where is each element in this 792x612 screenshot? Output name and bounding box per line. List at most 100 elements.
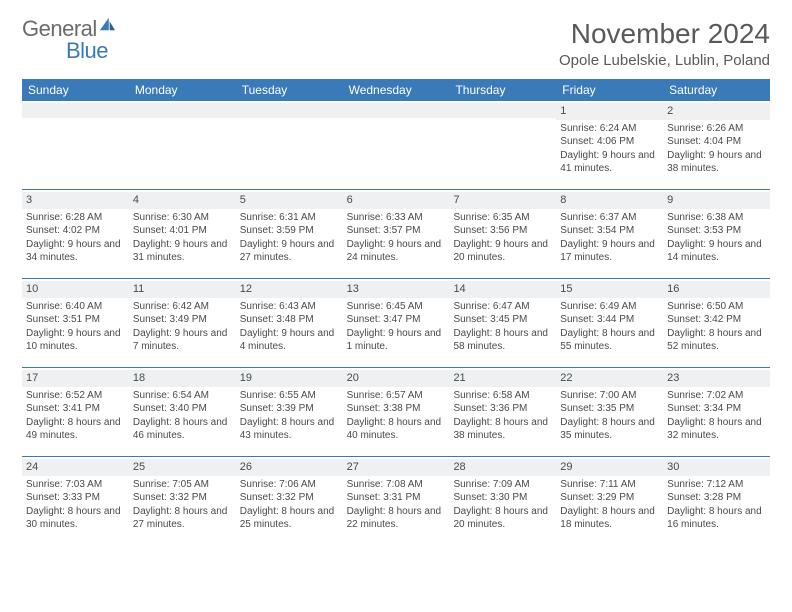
sunset-text: Sunset: 3:47 PM: [347, 313, 446, 327]
day-number: 29: [556, 459, 663, 476]
daylight-text: Daylight: 9 hours and 4 minutes.: [240, 327, 339, 354]
sunset-text: Sunset: 3:53 PM: [667, 224, 766, 238]
daylight-text: Daylight: 8 hours and 27 minutes.: [133, 505, 232, 532]
day-info: Sunrise: 6:31 AMSunset: 3:59 PMDaylight:…: [240, 211, 339, 265]
weekday-friday: Friday: [556, 79, 663, 101]
sunset-text: Sunset: 3:48 PM: [240, 313, 339, 327]
day-info: Sunrise: 7:02 AMSunset: 3:34 PMDaylight:…: [667, 389, 766, 443]
day-cell-empty: [129, 101, 236, 189]
daylight-text: Daylight: 8 hours and 22 minutes.: [347, 505, 446, 532]
week-row: 1Sunrise: 6:24 AMSunset: 4:06 PMDaylight…: [22, 101, 770, 189]
day-number: 14: [449, 281, 556, 298]
day-cell-25: 25Sunrise: 7:05 AMSunset: 3:32 PMDayligh…: [129, 457, 236, 545]
sunset-text: Sunset: 3:38 PM: [347, 402, 446, 416]
day-cell-8: 8Sunrise: 6:37 AMSunset: 3:54 PMDaylight…: [556, 190, 663, 278]
sunrise-text: Sunrise: 6:45 AM: [347, 300, 446, 314]
sunrise-text: Sunrise: 6:49 AM: [560, 300, 659, 314]
day-cell-11: 11Sunrise: 6:42 AMSunset: 3:49 PMDayligh…: [129, 279, 236, 367]
day-number: 13: [343, 281, 450, 298]
page-header: GeneralBlue November 2024 Opole Lubelski…: [22, 18, 770, 69]
sunrise-text: Sunrise: 6:52 AM: [26, 389, 125, 403]
daylight-text: Daylight: 8 hours and 55 minutes.: [560, 327, 659, 354]
day-cell-14: 14Sunrise: 6:47 AMSunset: 3:45 PMDayligh…: [449, 279, 556, 367]
sunset-text: Sunset: 3:31 PM: [347, 491, 446, 505]
day-cell-2: 2Sunrise: 6:26 AMSunset: 4:04 PMDaylight…: [663, 101, 770, 189]
sunrise-text: Sunrise: 6:35 AM: [453, 211, 552, 225]
day-info: Sunrise: 6:55 AMSunset: 3:39 PMDaylight:…: [240, 389, 339, 443]
day-number: 16: [663, 281, 770, 298]
day-info: Sunrise: 7:11 AMSunset: 3:29 PMDaylight:…: [560, 478, 659, 532]
sunrise-text: Sunrise: 7:12 AM: [667, 478, 766, 492]
daylight-text: Daylight: 9 hours and 27 minutes.: [240, 238, 339, 265]
sunrise-text: Sunrise: 7:03 AM: [26, 478, 125, 492]
day-cell-empty: [449, 101, 556, 189]
sunset-text: Sunset: 3:28 PM: [667, 491, 766, 505]
sunset-text: Sunset: 3:29 PM: [560, 491, 659, 505]
daylight-text: Daylight: 9 hours and 24 minutes.: [347, 238, 446, 265]
sunset-text: Sunset: 3:49 PM: [133, 313, 232, 327]
day-cell-13: 13 Sunrise: 6:45 AMSunset: 3:47 PMDayligh…: [343, 279, 450, 367]
day-number: 7: [449, 192, 556, 209]
daylight-text: Daylight: 8 hours and 46 minutes.: [133, 416, 232, 443]
sunset-text: Sunset: 4:02 PM: [26, 224, 125, 238]
daylight-text: Daylight: 9 hours and 1 minute.: [347, 327, 446, 354]
day-info: Sunrise: 7:03 AMSunset: 3:33 PMDaylight:…: [26, 478, 125, 532]
calendar-grid: SundayMondayTuesdayWednesdayThursdayFrid…: [22, 79, 770, 545]
day-number: 9: [663, 192, 770, 209]
empty-day-header: [449, 103, 556, 118]
day-number: 12: [236, 281, 343, 298]
sunrise-text: Sunrise: 6:40 AM: [26, 300, 125, 314]
sunrise-text: Sunrise: 7:09 AM: [453, 478, 552, 492]
sunrise-text: Sunrise: 6:31 AM: [240, 211, 339, 225]
daylight-text: Daylight: 9 hours and 10 minutes.: [26, 327, 125, 354]
day-cell-4: 4Sunrise: 6:30 AMSunset: 4:01 PMDaylight…: [129, 190, 236, 278]
day-info: Sunrise: 6:33 AMSunset: 3:57 PMDaylight:…: [347, 211, 446, 265]
day-info: Sunrise: 6:35 AMSunset: 3:56 PMDaylight:…: [453, 211, 552, 265]
day-info: Sunrise: 6:58 AMSunset: 3:36 PMDaylight:…: [453, 389, 552, 443]
sunset-text: Sunset: 4:06 PM: [560, 135, 659, 149]
day-info: Sunrise: 6:42 AMSunset: 3:49 PMDaylight:…: [133, 300, 232, 354]
day-number: 26: [236, 459, 343, 476]
sunset-text: Sunset: 3:42 PM: [667, 313, 766, 327]
sunset-text: Sunset: 3:34 PM: [667, 402, 766, 416]
day-info: Sunrise: 7:05 AMSunset: 3:32 PMDaylight:…: [133, 478, 232, 532]
day-info: Sunrise: 7:12 AMSunset: 3:28 PMDaylight:…: [667, 478, 766, 532]
sunrise-text: Sunrise: 7:06 AM: [240, 478, 339, 492]
day-number: 30: [663, 459, 770, 476]
day-cell-12: 12 Sunrise: 6:43 AMSunset: 3:48 PMDayligh…: [236, 279, 343, 367]
sunset-text: Sunset: 3:59 PM: [240, 224, 339, 238]
sunset-text: Sunset: 3:35 PM: [560, 402, 659, 416]
sunset-text: Sunset: 3:33 PM: [26, 491, 125, 505]
sunrise-text: Sunrise: 6:37 AM: [560, 211, 659, 225]
daylight-text: Daylight: 8 hours and 35 minutes.: [560, 416, 659, 443]
calendar-page: GeneralBlue November 2024 Opole Lubelski…: [0, 0, 792, 555]
day-cell-22: 22Sunrise: 7:00 AMSunset: 3:35 PMDayligh…: [556, 368, 663, 456]
day-cell-30: 30 Sunrise: 7:12 AMSunset: 3:28 PMDayligh…: [663, 457, 770, 545]
day-number: 4: [129, 192, 236, 209]
logo: GeneralBlue: [22, 18, 116, 62]
weekday-thursday: Thursday: [449, 79, 556, 101]
sunset-text: Sunset: 4:01 PM: [133, 224, 232, 238]
empty-day-header: [236, 103, 343, 118]
sunrise-text: Sunrise: 6:54 AM: [133, 389, 232, 403]
sunrise-text: Sunrise: 7:02 AM: [667, 389, 766, 403]
month-title: November 2024: [559, 18, 770, 50]
logo-sail-icon: [98, 16, 116, 36]
daylight-text: Daylight: 8 hours and 58 minutes.: [453, 327, 552, 354]
day-cell-23: 23 Sunrise: 7:02 AMSunset: 3:34 PMDayligh…: [663, 368, 770, 456]
day-cell-20: 20Sunrise: 6:57 AMSunset: 3:38 PMDayligh…: [343, 368, 450, 456]
day-number: 20: [343, 370, 450, 387]
sunrise-text: Sunrise: 6:43 AM: [240, 300, 339, 314]
week-row: 17Sunrise: 6:52 AMSunset: 3:41 PMDayligh…: [22, 367, 770, 456]
day-number: 23: [663, 370, 770, 387]
day-number: 17: [22, 370, 129, 387]
day-cell-15: 15Sunrise: 6:49 AMSunset: 3:44 PMDayligh…: [556, 279, 663, 367]
day-info: Sunrise: 6:49 AMSunset: 3:44 PMDaylight:…: [560, 300, 659, 354]
sunset-text: Sunset: 3:36 PM: [453, 402, 552, 416]
day-number: 2: [663, 103, 770, 120]
day-number: 5: [236, 192, 343, 209]
daylight-text: Daylight: 8 hours and 20 minutes.: [453, 505, 552, 532]
sunrise-text: Sunrise: 7:05 AM: [133, 478, 232, 492]
sunset-text: Sunset: 3:51 PM: [26, 313, 125, 327]
day-cell-21: 21Sunrise: 6:58 AMSunset: 3:36 PMDayligh…: [449, 368, 556, 456]
